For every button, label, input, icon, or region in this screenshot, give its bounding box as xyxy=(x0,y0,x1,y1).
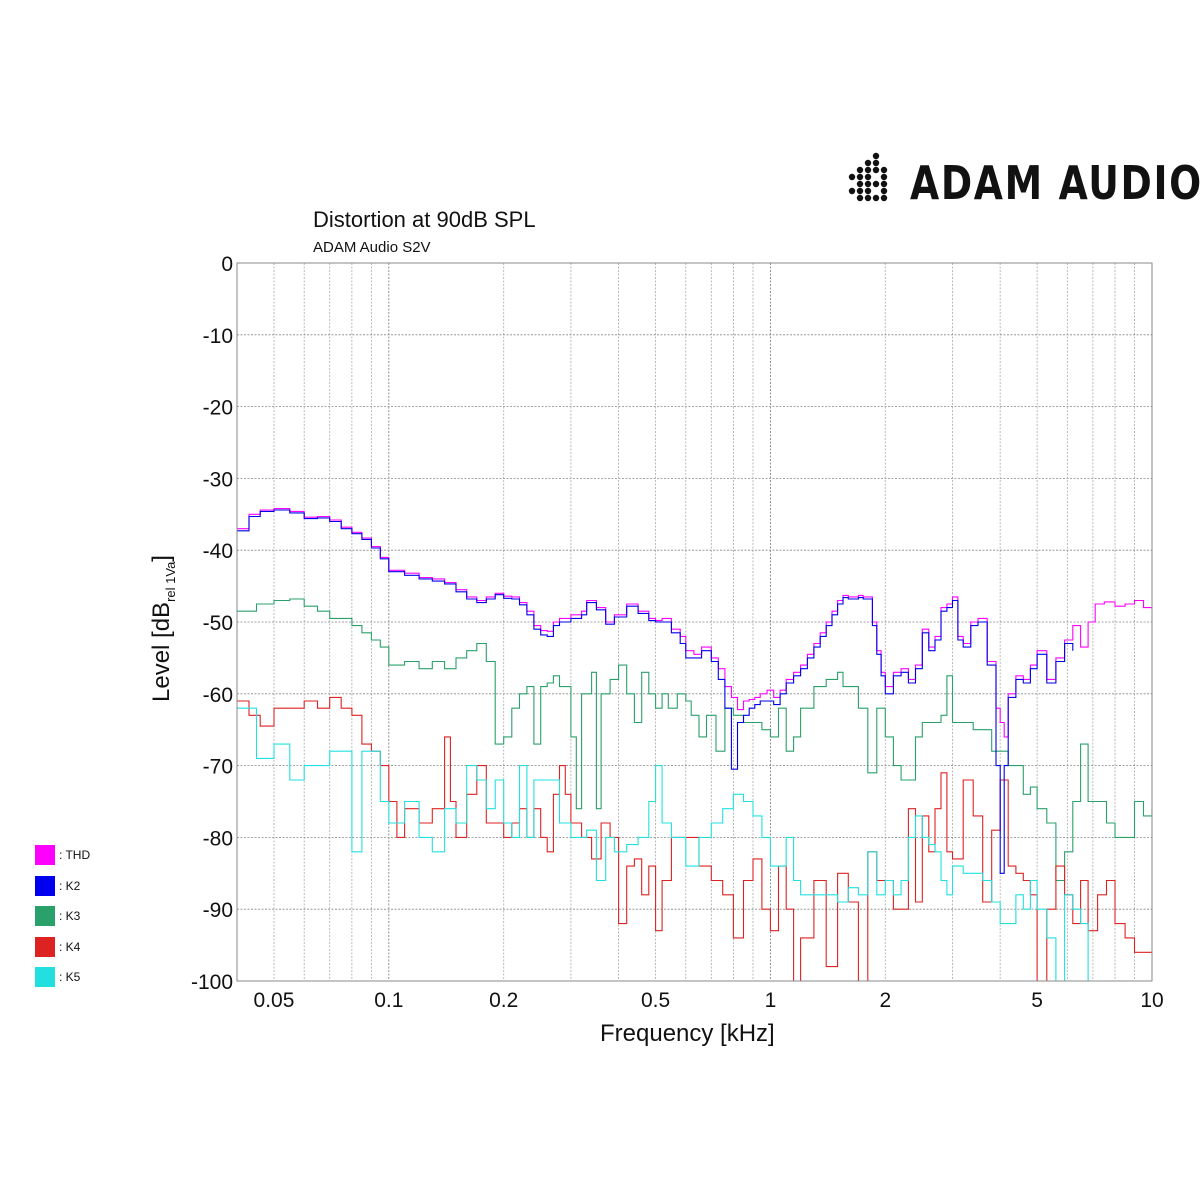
legend-swatch xyxy=(35,936,55,957)
legend-label: : K4 xyxy=(59,939,81,954)
y-tick-label: -30 xyxy=(203,468,233,491)
series-line-k4 xyxy=(237,696,1152,981)
chart-subtitle: ADAM Audio S2V xyxy=(313,239,431,256)
series-line-k5 xyxy=(237,707,1093,981)
adam-audio-logo-icon xyxy=(848,152,888,202)
y-tick-label: -80 xyxy=(203,827,233,850)
legend-label: : K3 xyxy=(59,909,81,923)
x-tick-label: 0.2 xyxy=(489,989,518,1012)
y-tick-label: -70 xyxy=(203,756,233,779)
legend-swatch xyxy=(35,845,55,865)
x-axis-label: Frequency [kHz] xyxy=(600,1020,775,1047)
legend-label: : THD xyxy=(59,848,91,862)
x-tick-label: 0.1 xyxy=(374,989,403,1012)
series-line-k2 xyxy=(237,509,1074,874)
y-tick-label: -60 xyxy=(203,684,233,707)
y-tick-label: 0 xyxy=(221,253,233,276)
x-tick-label: 0.5 xyxy=(641,989,670,1012)
legend-swatch xyxy=(35,875,55,896)
y-tick-label: -50 xyxy=(203,612,233,635)
y-tick-label: -100 xyxy=(191,971,233,994)
y-tick-label: -20 xyxy=(203,397,233,420)
x-tick-label: 2 xyxy=(879,989,891,1012)
legend-label: : K5 xyxy=(59,970,81,984)
x-tick-label: 1 xyxy=(765,989,777,1012)
series-line-thd xyxy=(237,508,1152,738)
brand-name: ADAM AUDIO xyxy=(910,156,1200,210)
y-tick-label: -90 xyxy=(203,899,233,922)
y-axis-label: Level [dBrel 1Va] xyxy=(148,555,178,702)
x-tick-label: 0.05 xyxy=(254,989,295,1012)
x-tick-label: 5 xyxy=(1031,989,1043,1012)
series-lines xyxy=(237,508,1152,981)
tick-labels: 0 -10 -20 -30 -40 -50 -60 -70 -80 -90 -100 0.05 0.1 0… xyxy=(191,253,1164,1012)
chart-title: Distortion at 90dB SPL xyxy=(313,207,536,232)
x-tick-label: 10 xyxy=(1140,989,1163,1012)
grid xyxy=(237,263,1152,981)
y-tick-label: -10 xyxy=(203,325,233,348)
legend-label: : K2 xyxy=(59,878,81,893)
brand-logo: ADAM AUDIO xyxy=(848,150,1200,210)
plot-frame xyxy=(236,262,1153,982)
series-line-k3 xyxy=(237,598,1152,882)
legend-swatch xyxy=(35,906,55,926)
legend-swatch xyxy=(35,967,55,987)
y-tick-label: -40 xyxy=(203,540,233,563)
